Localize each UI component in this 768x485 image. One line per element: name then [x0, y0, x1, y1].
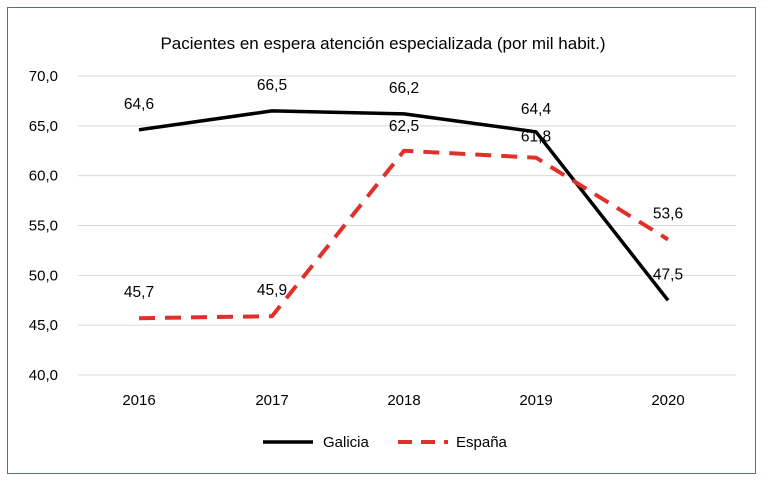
- data-label: 53,6: [653, 205, 683, 222]
- legend-label: España: [456, 434, 508, 451]
- legend: Galicia España: [263, 434, 508, 451]
- data-label: 45,9: [257, 282, 287, 299]
- x-tick-label: 2020: [651, 392, 684, 409]
- y-tick-label: 45,0: [29, 317, 58, 334]
- data-label: 64,4: [521, 101, 552, 118]
- x-axis-ticks: 2016 2017 2018 2019 2020: [122, 392, 684, 409]
- y-tick-label: 60,0: [29, 168, 58, 185]
- legend-label: Galicia: [323, 434, 370, 451]
- data-label: 66,5: [257, 77, 287, 94]
- data-label: 66,2: [389, 80, 419, 97]
- series-line-espana: [138, 148, 670, 321]
- y-tick-label: 70,0: [29, 68, 58, 85]
- data-labels: 64,6 66,5 66,2 64,4 47,5 45,7 45,9 62,5 61,8 53,6: [124, 77, 683, 301]
- data-label: 61,8: [521, 129, 551, 146]
- x-tick-label: 2018: [387, 392, 420, 409]
- y-axis-ticks: 40,0 45,0 50,0 55,0 60,0 65,0 70,0: [29, 68, 58, 384]
- chart-title: Pacientes en espera atención especializa…: [160, 34, 605, 53]
- x-tick-label: 2019: [519, 392, 552, 409]
- x-tick-label: 2016: [122, 392, 155, 409]
- series-line-galicia: [138, 109, 670, 302]
- data-label: 45,7: [124, 284, 154, 301]
- gridlines: [78, 75, 736, 376]
- x-tick-label: 2017: [255, 392, 288, 409]
- data-label: 62,5: [389, 118, 419, 135]
- y-tick-label: 50,0: [29, 267, 58, 284]
- y-tick-label: 55,0: [29, 218, 58, 235]
- chart-frame: [7, 7, 756, 474]
- data-label: 64,6: [124, 96, 154, 113]
- data-label: 47,5: [653, 266, 683, 283]
- y-tick-label: 40,0: [29, 367, 58, 384]
- y-tick-label: 65,0: [29, 118, 58, 135]
- series-lines: [138, 109, 670, 321]
